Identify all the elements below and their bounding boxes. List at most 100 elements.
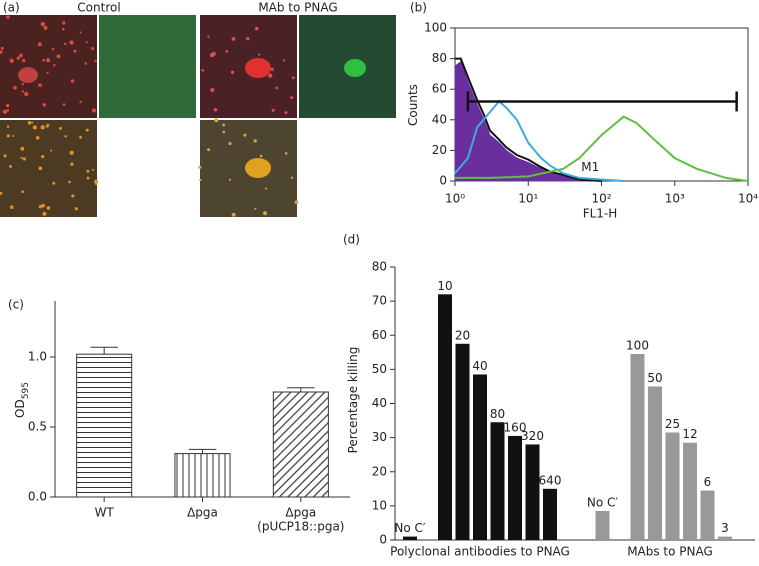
bar xyxy=(508,435,522,540)
spot xyxy=(70,79,75,83)
bar xyxy=(76,353,133,498)
spot xyxy=(270,67,274,71)
bar xyxy=(665,432,680,540)
y-axis-label: OD595 xyxy=(13,382,31,418)
spot xyxy=(24,91,29,96)
spot xyxy=(6,15,10,19)
bar-label: 6 xyxy=(704,475,712,489)
spot xyxy=(228,141,232,146)
spot xyxy=(5,103,10,108)
spot xyxy=(38,205,43,209)
spot xyxy=(46,58,51,63)
spot xyxy=(231,36,236,41)
spot xyxy=(21,190,24,194)
spot xyxy=(38,83,42,87)
spot xyxy=(291,76,295,80)
x-tick-label: 10³ xyxy=(665,192,685,206)
spot xyxy=(243,133,247,137)
y-tick-label: 70 xyxy=(372,294,387,308)
bar xyxy=(272,391,329,498)
bar-label: 10 xyxy=(437,279,452,293)
y-tick-label: 10 xyxy=(372,498,387,512)
spot xyxy=(85,41,88,44)
spot xyxy=(198,165,202,169)
spot xyxy=(19,53,23,58)
spot xyxy=(22,59,26,63)
spot xyxy=(69,40,74,45)
cluster xyxy=(344,59,366,77)
spot xyxy=(0,46,4,50)
spot xyxy=(230,70,235,74)
spot xyxy=(207,148,211,152)
spot xyxy=(63,42,67,46)
bar xyxy=(595,510,610,540)
spot xyxy=(84,62,88,65)
spot xyxy=(71,194,75,198)
bar xyxy=(630,354,645,540)
spot xyxy=(201,68,205,72)
spot xyxy=(91,46,95,50)
y-tick-label: 60 xyxy=(432,82,447,96)
spot xyxy=(284,152,288,155)
y-tick-label: 1.0 xyxy=(28,350,47,364)
x-tick-label: 10² xyxy=(591,192,611,206)
spot xyxy=(245,36,250,41)
panel-label: (d) xyxy=(343,233,360,247)
spot xyxy=(64,135,67,138)
spot xyxy=(294,200,299,205)
spot xyxy=(51,47,55,51)
bar xyxy=(403,536,417,540)
spot xyxy=(50,149,53,152)
spot xyxy=(94,59,97,63)
spot xyxy=(32,125,37,130)
spot xyxy=(271,108,275,112)
spot xyxy=(46,71,49,74)
y-tick-label: 0.5 xyxy=(28,420,47,434)
spot xyxy=(6,125,10,128)
panel-label: (a) xyxy=(3,1,20,15)
spot xyxy=(62,27,65,31)
y-axis-label-main: Percentage killing xyxy=(346,347,360,454)
spot xyxy=(228,178,232,181)
spot xyxy=(253,139,257,143)
bar xyxy=(174,453,231,498)
spot xyxy=(210,88,215,93)
spot xyxy=(21,83,24,86)
spot xyxy=(268,73,273,78)
spot xyxy=(199,178,202,182)
spot xyxy=(40,154,45,159)
spot xyxy=(259,154,263,158)
spot xyxy=(27,121,32,125)
spot xyxy=(284,111,288,115)
spot xyxy=(12,134,15,137)
spot xyxy=(222,130,226,134)
panel-label: (c) xyxy=(8,298,24,312)
y-axis-label-sub: 595 xyxy=(21,382,31,399)
spot xyxy=(53,63,56,67)
bar xyxy=(700,490,715,540)
marker-label: M1 xyxy=(581,160,599,174)
spot xyxy=(74,207,79,211)
x-tick-label: 10⁴ xyxy=(738,192,758,206)
spot xyxy=(56,54,61,59)
bar-label: 25 xyxy=(665,417,680,431)
spot xyxy=(38,166,43,171)
bar-label: 12 xyxy=(682,427,697,441)
spot xyxy=(94,182,98,186)
spot xyxy=(41,203,45,208)
y-tick-label: 50 xyxy=(372,362,387,376)
spot xyxy=(46,206,51,210)
spot xyxy=(3,154,7,158)
spot xyxy=(62,103,66,106)
spot xyxy=(52,181,56,185)
bar-label: 3 xyxy=(721,521,729,535)
bar-label: 80 xyxy=(490,407,505,421)
spot xyxy=(92,168,95,171)
bar-label: 50 xyxy=(647,371,662,385)
cluster xyxy=(245,158,271,178)
bar-label: No C′ xyxy=(587,495,619,509)
y-tick-label: 20 xyxy=(432,143,447,157)
cluster xyxy=(245,58,271,78)
